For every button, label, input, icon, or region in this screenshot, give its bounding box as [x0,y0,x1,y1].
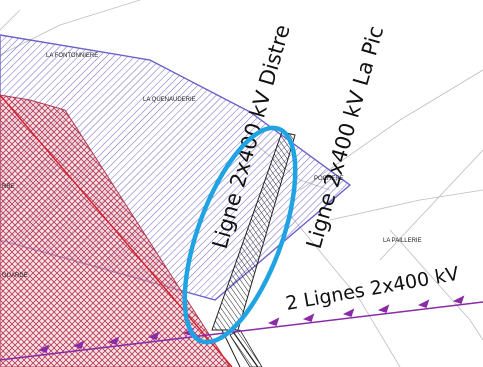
red-boundary-line [0,94,233,367]
place-label-fontonniere: LA FONTONNIERE [46,53,98,59]
existing-power-line [0,295,483,361]
place-label-ouarde: OUARDE [2,273,28,279]
place-label-paillerie: LA PAILLERIE [383,238,422,244]
highlight-ellipse [182,125,298,345]
place-label-quenauderie: LA QUENAUDERIE [143,97,196,103]
place-label-rbe: RBE [2,184,14,190]
place-label-pochere: POCHERE [314,176,344,182]
